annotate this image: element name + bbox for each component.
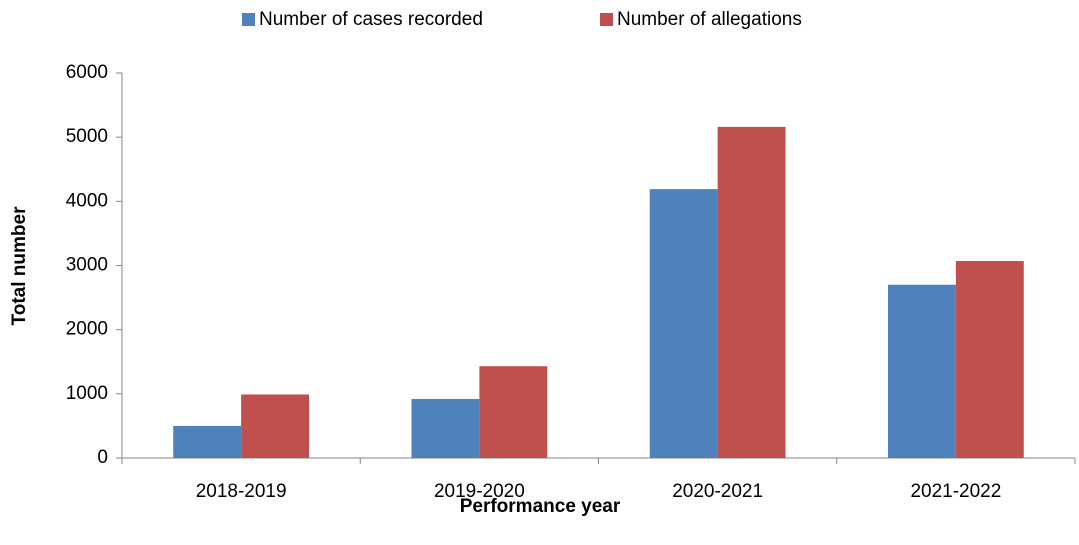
bar	[955, 261, 1024, 458]
legend-swatch	[242, 13, 255, 26]
x-tick-label: 2021-2022	[910, 481, 1001, 502]
legend-swatch	[600, 13, 613, 26]
legend-label: Number of cases recorded	[259, 9, 483, 30]
bar	[241, 394, 310, 458]
y-tick-label: 1000	[66, 383, 108, 404]
bar	[411, 398, 480, 458]
y-tick-label: 4000	[66, 190, 108, 211]
x-tick-label: 2019-2020	[434, 481, 525, 502]
y-axis-label: Total number	[9, 206, 30, 326]
y-tick-label: 0	[97, 447, 108, 468]
x-tick-label: 2020-2021	[672, 481, 763, 502]
y-tick-label: 6000	[66, 62, 108, 83]
x-axis-label: Performance year	[460, 496, 621, 517]
y-tick-label: 5000	[66, 126, 108, 147]
bar	[887, 284, 956, 458]
legend-label: Number of allegations	[617, 9, 802, 30]
x-tick-label: 2018-2019	[196, 481, 287, 502]
y-tick-label: 2000	[66, 319, 108, 340]
bar	[173, 425, 242, 458]
bar	[479, 366, 548, 458]
y-tick-label: 3000	[66, 255, 108, 276]
bar	[717, 126, 786, 459]
bar	[649, 189, 718, 458]
